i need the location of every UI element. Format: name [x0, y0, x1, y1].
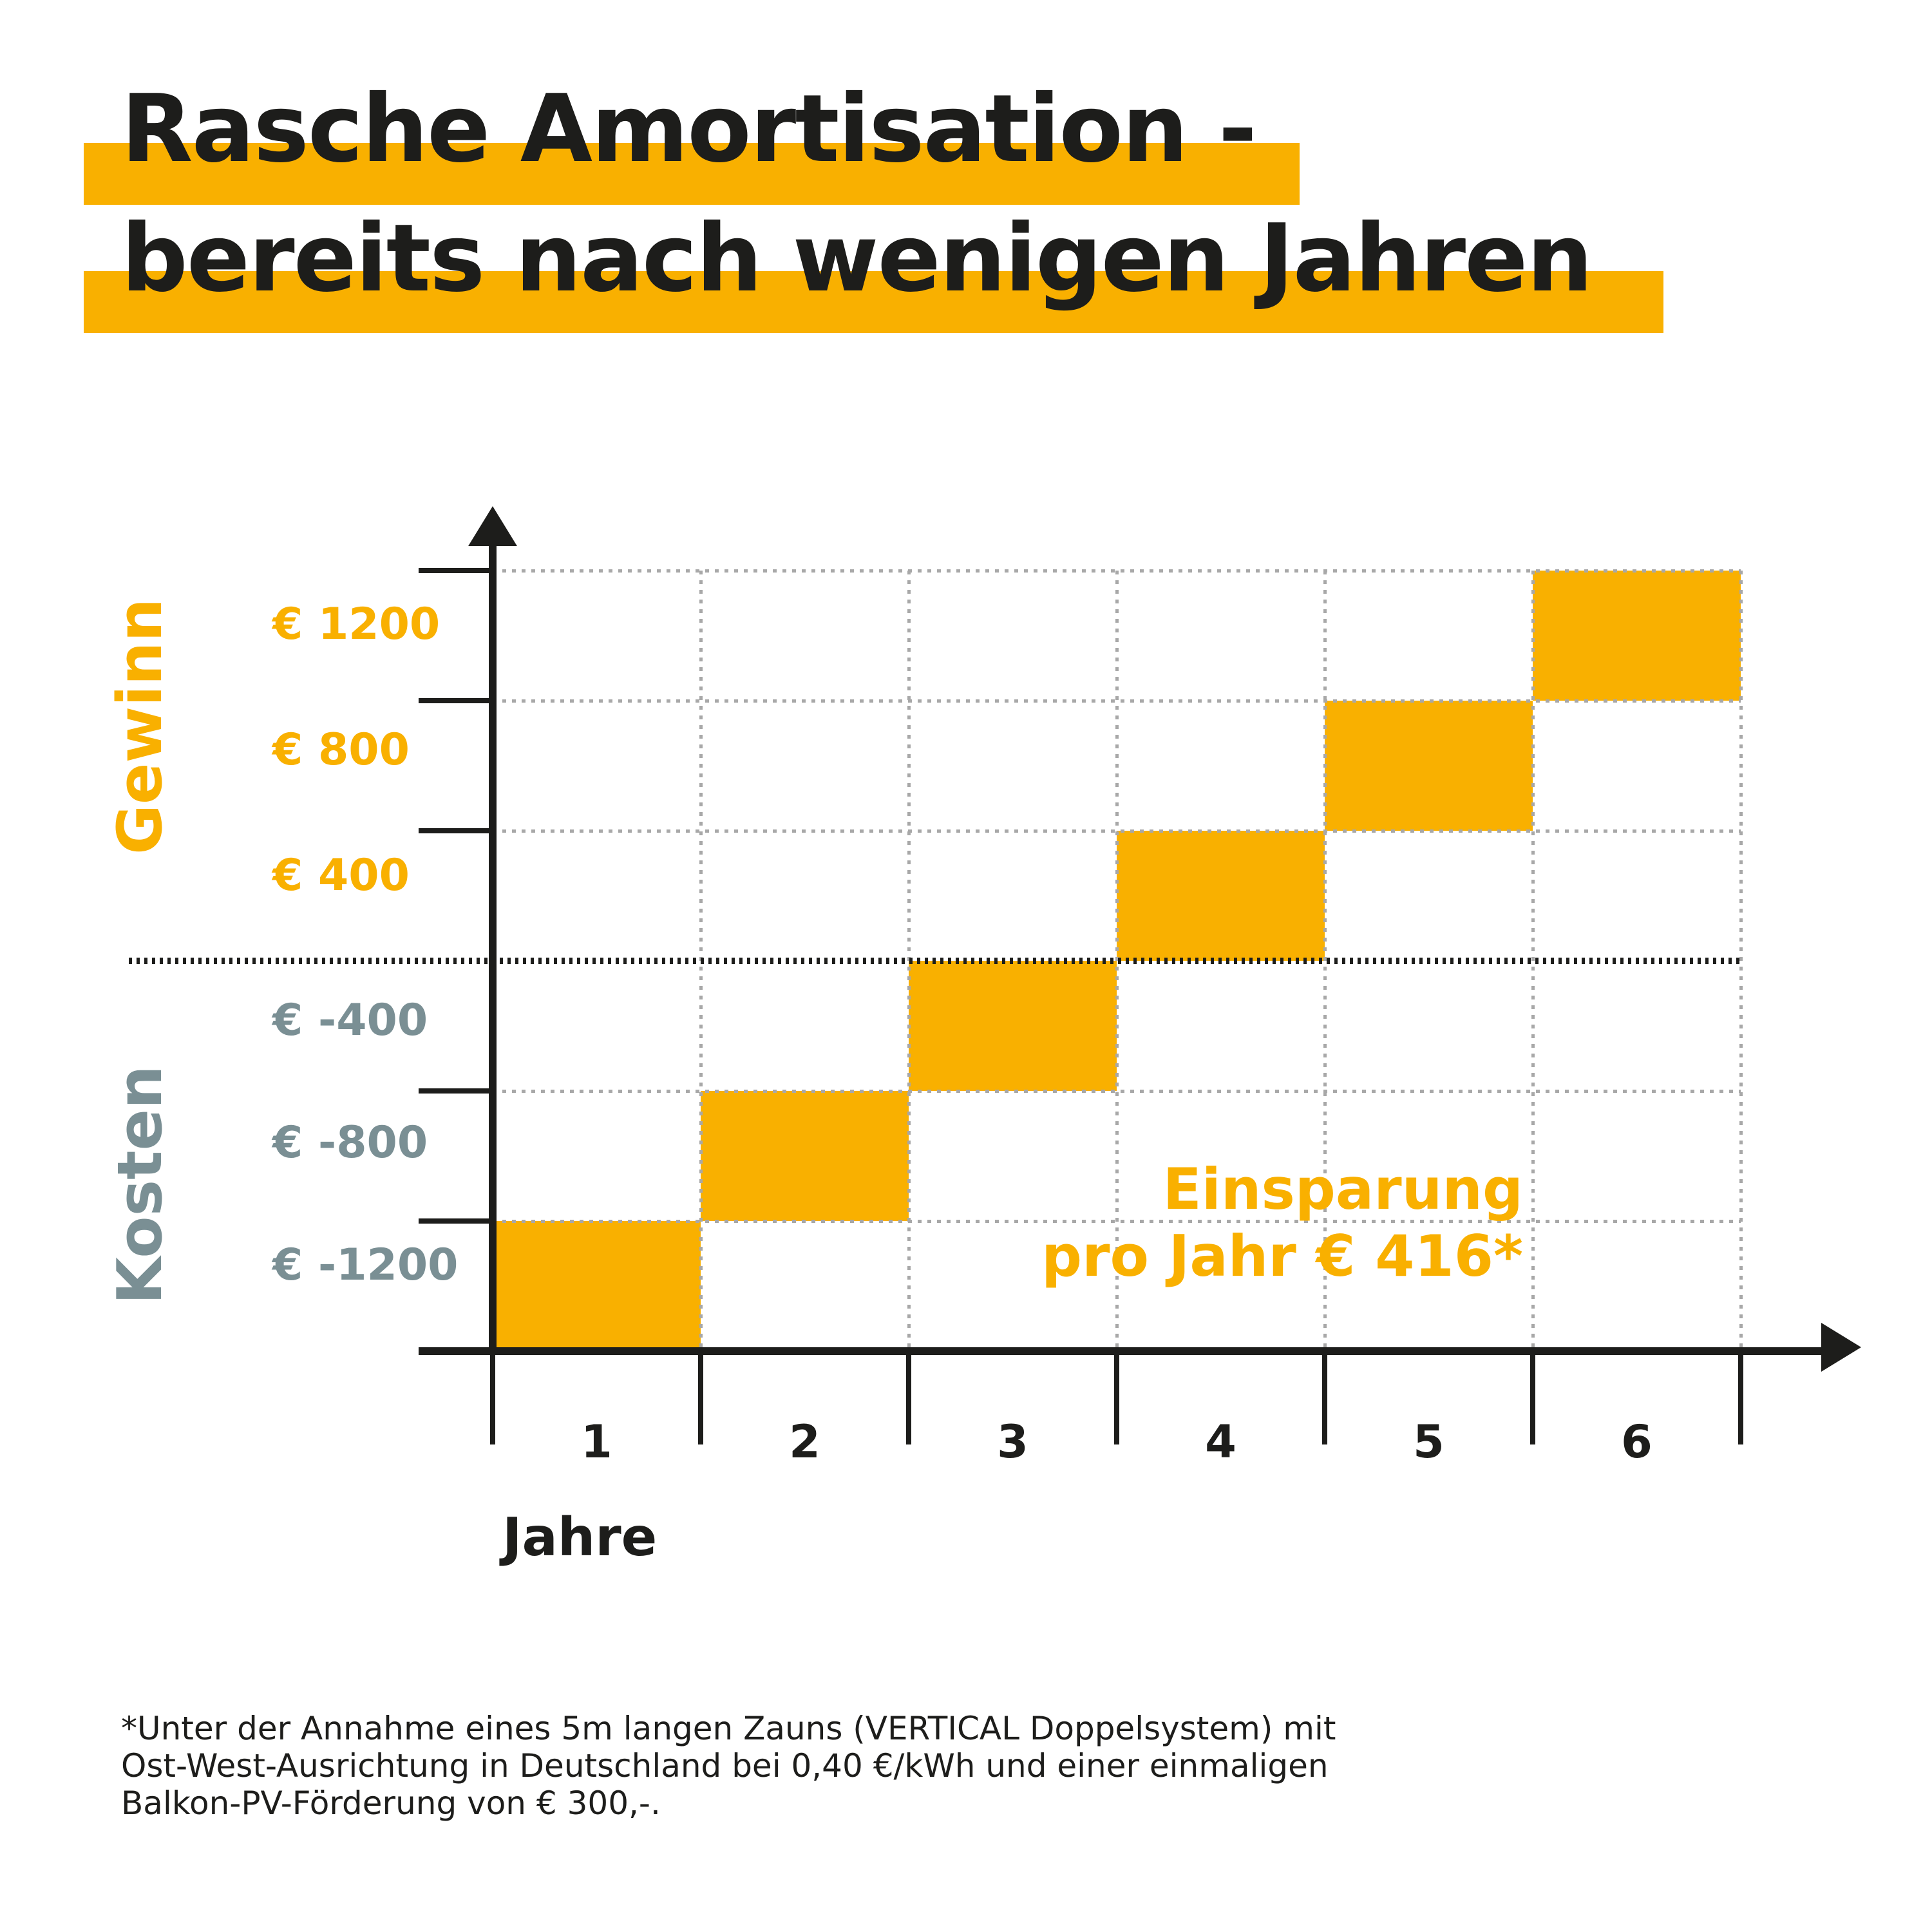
- y-axis-tick: [419, 698, 493, 703]
- y-tick-label: € -400: [272, 995, 428, 1046]
- page-title-line-2: bereits nach wenigen Jahren: [121, 204, 1593, 313]
- x-tick-label: 3: [997, 1416, 1028, 1468]
- x-axis-tick: [1530, 1351, 1535, 1444]
- y-axis-line: [489, 541, 497, 1355]
- x-axis-tick: [490, 1351, 495, 1444]
- bar-year-5: [1325, 701, 1533, 831]
- x-axis-arrowhead-icon: [1821, 1323, 1861, 1372]
- footnote-text: *Unter der Annahme eines 5m langen Zauns…: [121, 1710, 1336, 1822]
- y-axis-tick: [419, 1218, 493, 1224]
- x-axis-tick: [906, 1351, 911, 1444]
- title-highlight-bar-2: [84, 271, 1663, 333]
- y-tick-label: € -1200: [272, 1240, 459, 1291]
- x-tick-label: 4: [1205, 1416, 1236, 1468]
- y-tick-label: € -800: [272, 1117, 428, 1168]
- bar-year-2: [701, 1091, 909, 1221]
- x-axis-tick: [1322, 1351, 1327, 1444]
- y-axis-title-kosten: Kosten: [105, 1065, 176, 1305]
- zero-line: [129, 958, 1741, 964]
- y-axis-title-gewinn: Gewinn: [105, 598, 176, 855]
- y-axis-tick: [419, 568, 493, 573]
- x-axis-title: Jahre: [502, 1507, 658, 1568]
- bar-year-4: [1117, 831, 1325, 961]
- y-tick-label: € 1200: [272, 599, 440, 650]
- y-axis-arrowhead-icon: [468, 506, 517, 546]
- y-axis-tick: [419, 828, 493, 833]
- y-tick-label: € 400: [272, 850, 410, 901]
- y-axis-tick: [419, 1088, 493, 1094]
- bar-year-1: [493, 1221, 701, 1351]
- x-axis-tick: [698, 1351, 703, 1444]
- x-axis-line: [419, 1347, 1823, 1355]
- bar-year-3: [909, 961, 1117, 1091]
- y-tick-label: € 800: [272, 724, 410, 775]
- x-axis-tick: [1114, 1351, 1119, 1444]
- savings-annotation: Einsparung pro Jahr € 416*: [1041, 1156, 1523, 1289]
- x-tick-label: 5: [1413, 1416, 1444, 1468]
- x-tick-label: 2: [789, 1416, 820, 1468]
- x-axis-tick: [1738, 1351, 1743, 1444]
- x-tick-label: 6: [1621, 1416, 1653, 1468]
- plot-area: 1 2 3 4 5 6 € 1200 € 800 € 400 € -400 € -800 € -120…: [129, 506, 1861, 1468]
- bar-year-6: [1533, 571, 1741, 701]
- gridline-vertical: [1739, 571, 1743, 1351]
- x-tick-label: 1: [581, 1416, 612, 1468]
- title-highlight-bar-1: [84, 143, 1300, 205]
- page-title-line-1: Rasche Amortisation -: [121, 75, 1257, 184]
